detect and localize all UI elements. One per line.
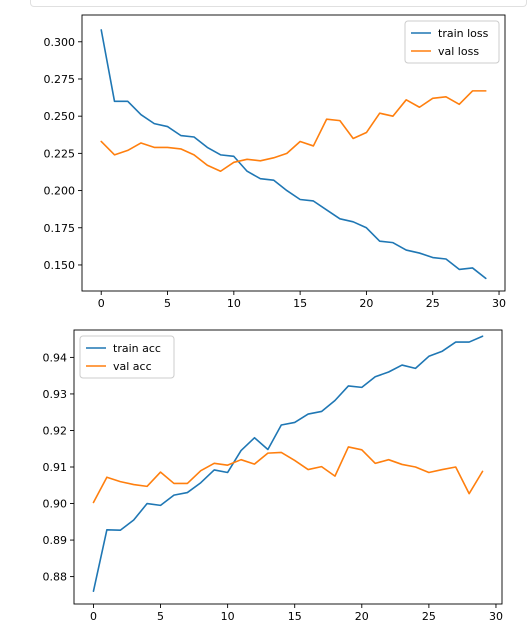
y-tick-label: 0.250	[44, 110, 76, 123]
y-tick-label: 0.92	[43, 424, 68, 437]
y-tick-label: 0.90	[43, 498, 68, 511]
train-loss-line	[101, 30, 486, 278]
legend-label-train-loss: train loss	[438, 27, 489, 40]
legend: train loss val loss	[405, 21, 499, 63]
val-acc-line	[93, 447, 482, 503]
x-tick-label: 30	[489, 610, 503, 623]
x-tick-label: 25	[422, 610, 436, 623]
val-loss-line	[101, 91, 486, 171]
legend-label-val-acc: val acc	[113, 360, 152, 373]
x-tick-label: 30	[492, 297, 506, 310]
y-tick-label: 0.88	[43, 571, 68, 584]
y-tick-label: 0.300	[44, 36, 76, 49]
y-tick-label: 0.150	[44, 259, 76, 272]
x-tick-label: 5	[157, 610, 164, 623]
x-tick-label: 20	[355, 610, 369, 623]
x-tick-label: 10	[221, 610, 235, 623]
train-acc-val-acc-chart: 0 5 10 15 20 25 30 0.88 0.89 0.90 0.91 0.92 0.93 0.94…	[43, 330, 503, 623]
legend: train acc val acc	[80, 336, 174, 378]
y-tick-label: 0.94	[43, 351, 68, 364]
x-tick-label: 5	[164, 297, 171, 310]
y-tick-label: 0.91	[43, 461, 68, 474]
x-tick-label: 10	[227, 297, 241, 310]
y-tick-label: 0.175	[44, 222, 76, 235]
y-tick-label: 0.200	[44, 185, 76, 198]
legend-label-train-acc: train acc	[113, 342, 161, 355]
y-tick-label: 0.275	[44, 73, 76, 86]
x-tick-label: 0	[90, 610, 97, 623]
y-tick-label: 0.225	[44, 147, 76, 160]
x-tick-label: 0	[98, 297, 105, 310]
x-tick-label: 15	[288, 610, 302, 623]
y-tick-label: 0.89	[43, 534, 68, 547]
x-tick-label: 25	[426, 297, 440, 310]
y-tick-label: 0.93	[43, 388, 68, 401]
x-tick-label: 20	[359, 297, 373, 310]
x-tick-label: 15	[293, 297, 307, 310]
train-loss-val-loss-chart: 0 5 10 15 20 25 30 0.150 0.175 0.200 0.225 0.250 0.2…	[44, 15, 507, 310]
legend-label-val-loss: val loss	[438, 45, 479, 58]
